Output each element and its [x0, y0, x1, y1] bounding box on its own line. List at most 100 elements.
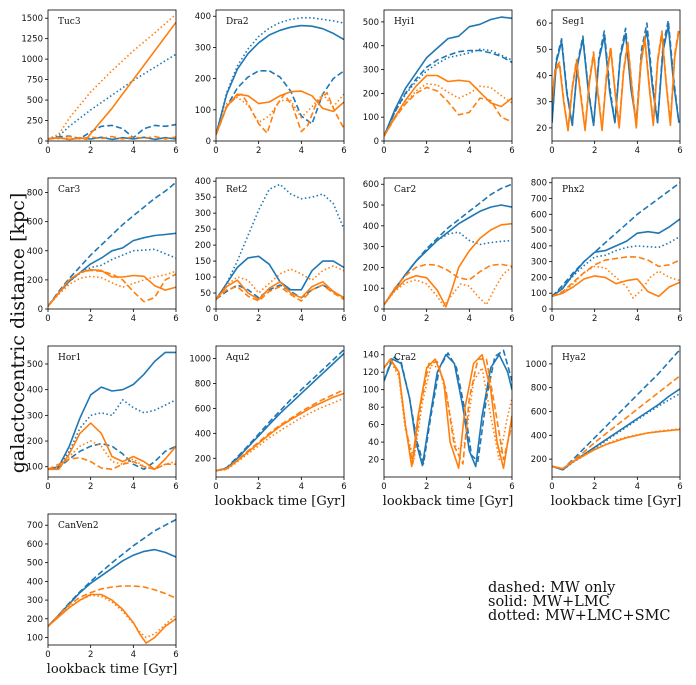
- y-tick-label: 100: [363, 113, 379, 123]
- y-tick-label: 350: [195, 193, 211, 203]
- x-tick-label: 6: [677, 146, 682, 156]
- axes-frame: [47, 513, 177, 646]
- x-tick-label: 4: [131, 650, 136, 660]
- panel-ret2: Ret2 0 2 4 6 0 50 100 150 200 250 300 350 400: [195, 177, 347, 324]
- series-orange-dashed: [48, 585, 176, 627]
- y-tick-label: 0: [38, 305, 43, 315]
- series-blue-solid: [552, 388, 680, 471]
- panel-title: Car2: [394, 185, 416, 195]
- y-tick-label: 0: [206, 305, 211, 315]
- y-tick-label: 300: [27, 596, 43, 606]
- x-tick-label: 2: [592, 146, 597, 156]
- series-orange-dashed: [216, 388, 344, 472]
- series-blue-solid: [552, 218, 680, 298]
- legend-dashed: dashed: MW only: [488, 580, 616, 596]
- y-tick-label: 800: [195, 379, 211, 389]
- panel-title: Phx2: [562, 185, 585, 195]
- y-tick-label: 800: [531, 384, 547, 394]
- x-tick-label: 2: [592, 314, 597, 324]
- series-orange-dashed: [552, 256, 680, 298]
- series-orange-solid: [384, 222, 512, 308]
- panel-cra2: Cra2 0 2 4 6 20 40 60 80 100 120 140 lookback time […: [363, 345, 515, 509]
- y-tick-label: 400: [531, 431, 547, 441]
- x-tick-label: 0: [381, 314, 386, 324]
- axes-frame: [47, 345, 177, 478]
- x-tick-label: 4: [467, 482, 472, 492]
- y-tick-label: 600: [363, 180, 379, 190]
- x-tick-label: 0: [213, 482, 218, 492]
- panel-seg1: Seg1 0 2 4 6 20 30 40 50 60: [536, 9, 683, 156]
- y-tick-label: 400: [363, 42, 379, 52]
- y-tick-label: 200: [195, 241, 211, 251]
- panel-title: Hyi1: [394, 17, 416, 27]
- x-tick-label: 4: [467, 146, 472, 156]
- y-tick-label: 600: [27, 540, 43, 550]
- series-blue-solid: [384, 16, 512, 137]
- series-orange-solid: [216, 90, 344, 136]
- axes-frame: [47, 177, 177, 310]
- x-tick-label: 6: [677, 314, 682, 324]
- x-tick-label: 0: [381, 146, 386, 156]
- panel-title: CanVen2: [58, 521, 99, 531]
- series-orange-dashed: [216, 91, 344, 136]
- y-tick-label: 700: [531, 195, 547, 205]
- y-tick-label: 100: [195, 106, 211, 116]
- x-tick-label: 4: [299, 146, 304, 156]
- y-tick-label: 500: [363, 18, 379, 28]
- series-orange-dashed: [48, 456, 176, 471]
- x-tick-label: 0: [549, 314, 554, 324]
- y-tick-label: 300: [195, 43, 211, 53]
- y-tick-label: 1000: [189, 354, 211, 364]
- panel-title: Tuc3: [58, 17, 81, 27]
- x-tick-label: 0: [381, 482, 386, 492]
- x-tick-label: 0: [213, 314, 218, 324]
- y-tick-label: 80: [368, 403, 379, 413]
- legend-note: dashed: MW only solid: MW+LMC dotted: MW…: [488, 580, 671, 624]
- y-tick-label: 400: [363, 222, 379, 232]
- x-tick-label: 4: [467, 314, 472, 324]
- panel-title: Hya2: [562, 353, 586, 363]
- axes-frame: [383, 177, 513, 310]
- series-blue-dashed: [384, 183, 512, 306]
- y-tick-label: 200: [531, 455, 547, 465]
- x-tick-label: 2: [256, 146, 261, 156]
- y-tick-label: 200: [195, 454, 211, 464]
- x-tick-label: 2: [592, 482, 597, 492]
- y-tick-label: 300: [363, 243, 379, 253]
- series-orange-solid: [48, 593, 176, 644]
- series-orange-dotted: [384, 83, 512, 137]
- y-tick-label: 400: [27, 247, 43, 257]
- x-tick-label: 6: [341, 482, 346, 492]
- axes-frame: [551, 345, 681, 478]
- series-orange-solid: [48, 422, 176, 471]
- series-orange-solid: [552, 428, 680, 470]
- panel-dra2: Dra2 0 2 4 6 0 100 200 300 400: [195, 9, 347, 156]
- series-blue-solid: [48, 548, 176, 627]
- x-tick-label: 2: [424, 482, 429, 492]
- x-tick-label: 6: [173, 146, 178, 156]
- y-tick-label: 0: [542, 305, 547, 315]
- axes-frame: [215, 177, 345, 310]
- y-tick-label: 200: [195, 75, 211, 85]
- y-tick-label: 20: [536, 124, 547, 134]
- y-axis-label: galactocentric distance [kpc]: [7, 193, 29, 473]
- panel-title: Car3: [58, 185, 81, 195]
- x-tick-label: 4: [299, 482, 304, 492]
- panel-title: Cra2: [394, 353, 416, 363]
- series-blue-solid: [216, 24, 344, 136]
- x-tick-label: 6: [677, 482, 682, 492]
- x-tick-label: 2: [424, 314, 429, 324]
- series-blue-dashed: [216, 284, 344, 301]
- y-tick-label: 60: [536, 19, 547, 29]
- series-blue-dotted: [48, 248, 176, 307]
- axes-frame: [215, 345, 345, 478]
- panel-hyi1: Hyi1 0 2 4 6 0 100 200 300 400 500: [363, 9, 515, 156]
- x-tick-label: 0: [549, 146, 554, 156]
- y-tick-label: 0: [374, 305, 379, 315]
- y-tick-label: 200: [27, 276, 43, 286]
- y-tick-label: 50: [536, 45, 547, 55]
- series-orange-dotted: [552, 428, 680, 470]
- series-blue-dashed: [48, 181, 176, 307]
- series-blue-dashed: [216, 349, 344, 472]
- x-tick-label: 6: [509, 314, 514, 324]
